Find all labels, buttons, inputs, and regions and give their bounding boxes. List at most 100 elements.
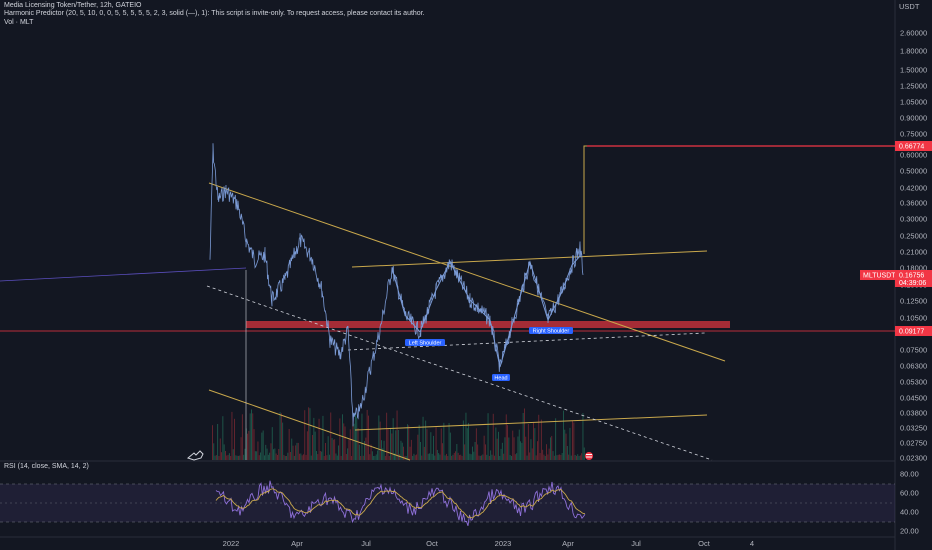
price-tick: 0.50000 — [900, 167, 927, 176]
support-zone — [246, 321, 730, 328]
volume-bar — [543, 454, 545, 460]
volume-bar — [520, 441, 521, 460]
volume-bar — [460, 454, 462, 460]
volume-bar — [284, 456, 286, 460]
volume-bar — [265, 444, 267, 460]
volume-bar — [213, 443, 215, 460]
volume-bar — [313, 417, 315, 460]
volume-bar — [559, 454, 560, 460]
volume-bar — [235, 455, 237, 460]
svg-text:MLTUSDT: MLTUSDT — [863, 273, 896, 280]
rsi-legend[interactable]: RSI (14, close, SMA, 14, 2) — [4, 463, 89, 470]
time-tick: Apr — [291, 539, 303, 548]
target-price-tag: 0.66774 — [895, 141, 932, 151]
volume-bar — [576, 455, 577, 460]
volume-bar — [336, 455, 338, 460]
volume-bar — [234, 418, 235, 460]
price-tick: 1.05000 — [900, 98, 927, 107]
symbol-title[interactable]: Media Licensing Token/Tether, 12h, GATEI… — [4, 2, 142, 9]
volume-bar — [474, 442, 476, 460]
volume-bar — [451, 455, 453, 460]
indicator-legend[interactable]: Harmonic Predictor (20, 5, 10, 0, 0, 5, … — [4, 10, 425, 18]
volume-bar — [522, 413, 524, 460]
volume-bar — [564, 429, 566, 460]
volume-bars — [212, 407, 585, 460]
flag-icon[interactable] — [585, 452, 593, 460]
volume-bar — [475, 428, 477, 460]
price-axis[interactable]: 2.60000 1.80000 1.50000 1.25000 1.05000 0.900… — [900, 29, 927, 463]
volume-legend[interactable]: Vol · MLT — [4, 18, 34, 26]
volume-bar — [503, 453, 505, 460]
volume-bar — [464, 444, 466, 460]
pattern-path — [391, 255, 581, 368]
volume-bar — [231, 411, 233, 460]
support-price-tag: 0.09177 — [895, 326, 932, 336]
volume-bar — [443, 422, 445, 460]
volume-bar — [335, 453, 337, 460]
volume-bar — [212, 425, 213, 460]
volume-bar — [472, 446, 473, 460]
volume-bar — [408, 425, 410, 460]
volume-bar — [364, 441, 365, 460]
volume-bar — [355, 412, 356, 460]
volume-bar — [568, 454, 570, 460]
hand-drawing-icon[interactable] — [186, 450, 204, 461]
volume-bar — [491, 454, 493, 460]
volume-bar — [509, 455, 511, 460]
svg-text:0.16756: 0.16756 — [899, 273, 924, 280]
volume-bar — [397, 430, 399, 460]
volume-bar — [412, 455, 414, 460]
volume-bar — [530, 439, 532, 460]
right-shoulder-label[interactable]: Right Shoulder — [529, 327, 573, 335]
price-tick: 0.04500 — [900, 394, 927, 403]
volume-bar — [230, 456, 232, 460]
rsi-axis[interactable]: 80.00 60.00 40.00 20.00 — [900, 470, 919, 536]
price-tick: 0.90000 — [900, 114, 927, 123]
volume-bar — [316, 451, 317, 460]
price-tick: 0.10500 — [900, 314, 927, 323]
volume-bar — [526, 455, 528, 460]
volume-bar — [550, 437, 551, 460]
volume-bar — [548, 448, 550, 460]
volume-bar — [253, 429, 255, 460]
volume-bar — [321, 451, 323, 460]
volume-bar — [495, 427, 497, 460]
volume-bar — [433, 435, 434, 460]
left-shoulder-label[interactable]: Left Shoulder — [405, 339, 445, 347]
volume-bar — [331, 438, 333, 460]
volume-bar — [444, 455, 446, 460]
volume-bar — [293, 455, 295, 460]
volume-bar — [500, 448, 502, 460]
volume-bar — [478, 455, 480, 460]
svg-text:04:39:06: 04:39:06 — [899, 280, 926, 287]
volume-bar — [535, 455, 537, 460]
volume-bar — [407, 424, 408, 460]
volume-bar — [327, 436, 329, 460]
volume-bar — [383, 440, 385, 460]
volume-bar — [330, 412, 332, 460]
volume-bar — [371, 451, 373, 460]
volume-bar — [271, 427, 273, 460]
volume-bar — [490, 450, 492, 460]
volume-bar — [483, 435, 485, 460]
volume-bar — [553, 455, 555, 460]
price-tick: 0.05300 — [900, 378, 927, 387]
volume-bar — [219, 438, 221, 460]
volume-bar — [360, 456, 362, 460]
volume-bar — [322, 415, 324, 460]
volume-bar — [292, 445, 294, 460]
volume-bar — [556, 455, 558, 460]
volume-bar — [401, 442, 403, 460]
head-label[interactable]: Head — [492, 374, 510, 382]
volume-bar — [565, 433, 567, 460]
volume-bar — [573, 422, 575, 460]
volume-bar — [572, 420, 573, 460]
volume-bar — [309, 408, 311, 460]
volume-bar — [456, 444, 458, 460]
volume-bar — [538, 414, 540, 460]
time-axis[interactable]: 2022 Apr Jul Oct 2023 Apr Jul Oct 4 — [223, 539, 754, 548]
volume-bar — [342, 414, 343, 460]
volume-bar — [305, 454, 307, 460]
volume-bar — [226, 455, 228, 460]
